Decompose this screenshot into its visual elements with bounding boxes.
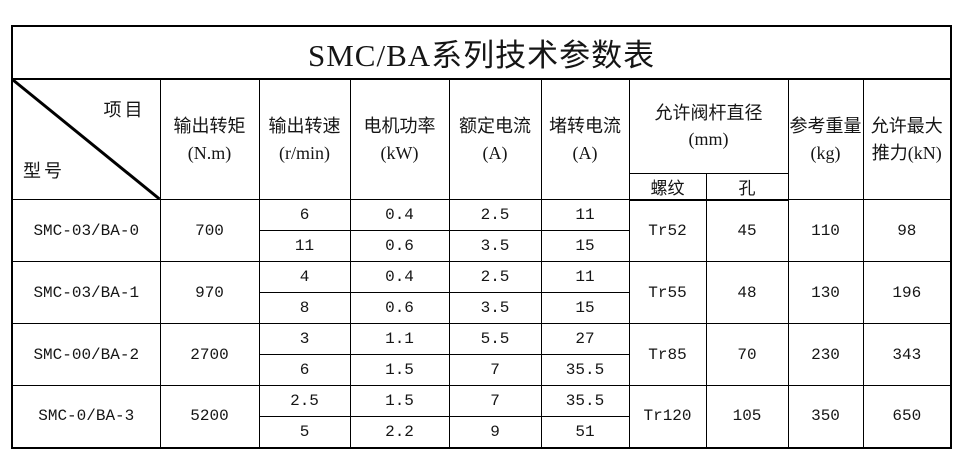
power-cell: 2.2 bbox=[349, 416, 450, 448]
torque-cell: 700 bbox=[159, 199, 260, 262]
parameters-table: SMC/BA系列技术参数表 项目 型号 输出转矩 (N.m) 输出转速 (r/m… bbox=[11, 25, 953, 449]
diagonal-divider bbox=[13, 80, 159, 199]
col-header-max-thrust: 允许最大 推力(kN) bbox=[862, 78, 952, 200]
speed-cell: 6 bbox=[258, 199, 351, 231]
rated-current-cell: 3.5 bbox=[448, 292, 542, 324]
thread-cell: Tr55 bbox=[628, 261, 707, 324]
thread-cell: Tr120 bbox=[628, 385, 707, 448]
torque-cell: 970 bbox=[159, 261, 260, 324]
torque-cell: 2700 bbox=[159, 323, 260, 386]
thrust-cell: 98 bbox=[862, 199, 952, 262]
hole-cell: 48 bbox=[705, 261, 789, 324]
col-header-stall-current: 堵转电流 (A) bbox=[540, 78, 630, 200]
speed-cell: 8 bbox=[258, 292, 351, 324]
thrust-cell: 196 bbox=[862, 261, 952, 324]
col-header-power: 电机功率 (kW) bbox=[349, 78, 450, 200]
rated-current-cell: 3.5 bbox=[448, 230, 542, 262]
stall-current-cell: 15 bbox=[540, 292, 630, 324]
table-row: 6 1.5 7 35.5 bbox=[12, 354, 951, 386]
power-cell: 1.1 bbox=[349, 323, 450, 355]
hole-cell: 105 bbox=[705, 385, 789, 448]
col-header-torque: 输出转矩 (N.m) bbox=[159, 78, 260, 200]
speed-cell: 6 bbox=[258, 354, 351, 386]
power-cell: 0.4 bbox=[349, 261, 450, 293]
col-header-rated-current: 额定电流 (A) bbox=[448, 78, 542, 200]
stall-current-cell: 11 bbox=[540, 199, 630, 231]
header-row-sub: 螺纹 孔 bbox=[12, 172, 951, 201]
speed-cell: 3 bbox=[258, 323, 351, 355]
hole-cell: 70 bbox=[705, 323, 789, 386]
speed-cell: 4 bbox=[258, 261, 351, 293]
thrust-cell: 343 bbox=[862, 323, 952, 386]
power-cell: 1.5 bbox=[349, 354, 450, 386]
rated-current-cell: 2.5 bbox=[448, 261, 542, 293]
col-header-hole: 孔 bbox=[705, 172, 789, 201]
stall-current-cell: 15 bbox=[540, 230, 630, 262]
rated-current-cell: 5.5 bbox=[448, 323, 542, 355]
thrust-cell: 650 bbox=[862, 385, 952, 448]
weight-cell: 350 bbox=[787, 385, 864, 448]
thread-cell: Tr52 bbox=[628, 199, 707, 262]
model-cell: SMC-03/BA-1 bbox=[11, 261, 161, 324]
stall-current-cell: 27 bbox=[540, 323, 630, 355]
title-row: SMC/BA系列技术参数表 bbox=[11, 25, 952, 80]
page-title: SMC/BA系列技术参数表 bbox=[11, 25, 952, 80]
corner-label-model: 型号 bbox=[23, 161, 65, 181]
stall-current-cell: 51 bbox=[540, 416, 630, 448]
weight-cell: 130 bbox=[787, 261, 864, 324]
table-row: 5 2.2 9 51 bbox=[12, 416, 951, 448]
col-header-weight: 参考重量 (kg) bbox=[787, 78, 864, 200]
table-row: SMC-03/BA-0 700 6 0.4 2.5 11 Tr52 45 110… bbox=[11, 199, 952, 262]
power-cell: 0.6 bbox=[349, 292, 450, 324]
header-row-main: 项目 型号 输出转矩 (N.m) 输出转速 (r/min) 电机功率 (kW) … bbox=[11, 78, 952, 200]
model-cell: SMC-03/BA-0 bbox=[11, 199, 161, 262]
thread-cell: Tr85 bbox=[628, 323, 707, 386]
hole-cell: 45 bbox=[705, 199, 789, 262]
speed-cell: 5 bbox=[258, 416, 351, 448]
rated-current-cell: 7 bbox=[448, 354, 542, 386]
speed-cell: 2.5 bbox=[258, 385, 351, 417]
stall-current-cell: 11 bbox=[540, 261, 630, 293]
rated-current-cell: 7 bbox=[448, 385, 542, 417]
col-header-thread: 螺纹 bbox=[628, 172, 707, 201]
corner-header-cell: 项目 型号 bbox=[11, 78, 161, 200]
table-row: SMC-03/BA-1 970 4 0.4 2.5 11 Tr55 48 130… bbox=[11, 261, 952, 324]
weight-cell: 230 bbox=[787, 323, 864, 386]
table-row: SMC-00/BA-2 2700 3 1.1 5.5 27 Tr85 70 23… bbox=[11, 323, 952, 386]
stall-current-cell: 35.5 bbox=[540, 385, 630, 417]
power-cell: 0.6 bbox=[349, 230, 450, 262]
power-cell: 1.5 bbox=[349, 385, 450, 417]
table-row: SMC-0/BA-3 5200 2.5 1.5 7 35.5 Tr120 105… bbox=[11, 385, 952, 448]
model-cell: SMC-00/BA-2 bbox=[11, 323, 161, 386]
corner-label-item: 项目 bbox=[103, 100, 146, 120]
col-header-speed: 输出转速 (r/min) bbox=[258, 78, 351, 200]
weight-cell: 110 bbox=[787, 199, 864, 262]
torque-cell: 5200 bbox=[159, 385, 260, 448]
rated-current-cell: 2.5 bbox=[448, 199, 542, 231]
power-cell: 0.4 bbox=[349, 199, 450, 231]
col-header-stem-diameter: 允许阀杆直径 (mm) bbox=[628, 78, 789, 174]
stall-current-cell: 35.5 bbox=[540, 354, 630, 386]
model-cell: SMC-0/BA-3 bbox=[11, 385, 161, 448]
rated-current-cell: 9 bbox=[448, 416, 542, 448]
speed-cell: 11 bbox=[258, 230, 351, 262]
